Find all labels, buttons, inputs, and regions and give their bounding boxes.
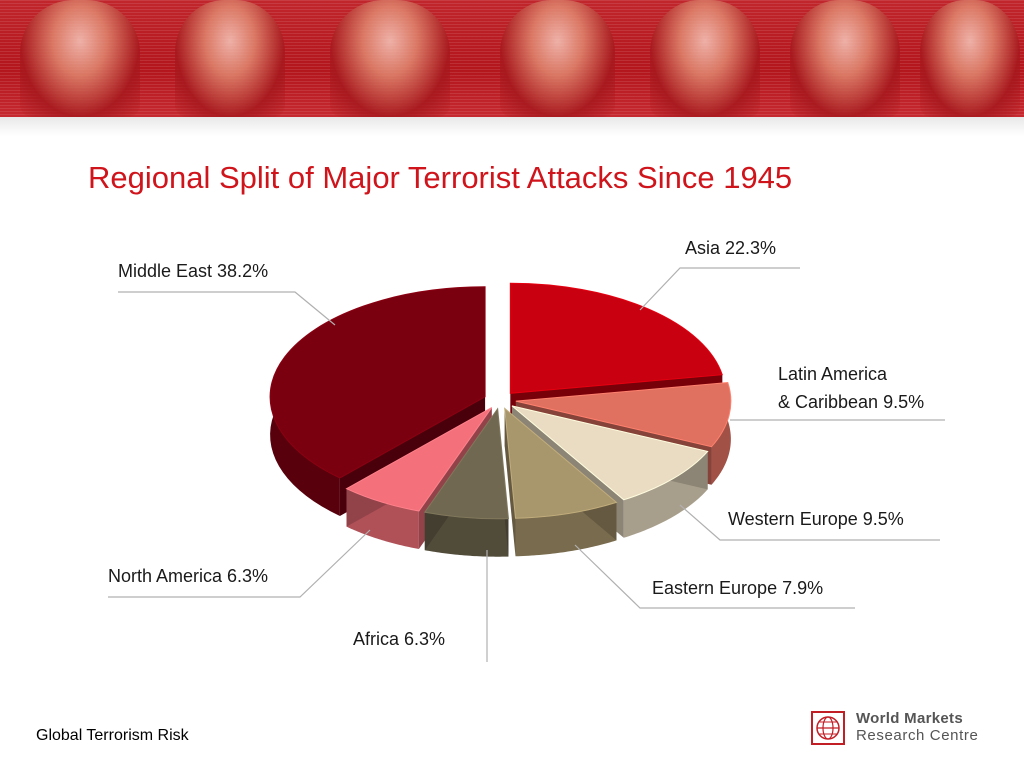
banner-photo-person-6 bbox=[790, 0, 900, 117]
leader-line-middle-east bbox=[118, 291, 336, 326]
company-logo: World Markets Research Centre bbox=[811, 710, 1011, 751]
header-banner bbox=[0, 0, 1024, 117]
pie-slice-top-latin-america-caribbean bbox=[515, 382, 732, 448]
leader-line-western-europe bbox=[679, 504, 940, 541]
pie-chart: Asia 22.3% Latin America & Caribbean 9.5% W… bbox=[108, 238, 945, 662]
slice-label-africa: Africa 6.3% bbox=[353, 629, 445, 649]
banner-photo-person-2 bbox=[175, 0, 285, 117]
leader-line-asia bbox=[639, 267, 800, 311]
slice-label-latin-america-caribbean-line2: & Caribbean 9.5% bbox=[778, 392, 924, 412]
pie-slice-side-africa bbox=[424, 512, 509, 557]
logo-name: World Markets bbox=[856, 710, 963, 727]
slice-labels: Asia 22.3% Latin America & Caribbean 9.5% W… bbox=[108, 238, 924, 649]
banner-photo-person-5 bbox=[650, 0, 760, 117]
slice-label-western-europe: Western Europe 9.5% bbox=[728, 509, 904, 529]
pie-slices bbox=[269, 282, 732, 557]
pie-slice-side-latin-america-caribbean bbox=[711, 382, 731, 485]
banner-photo-person-7 bbox=[920, 0, 1020, 117]
banner-divider bbox=[0, 117, 1024, 137]
slice-label-eastern-europe: Eastern Europe 7.9% bbox=[652, 578, 823, 598]
pie-slice-top-asia bbox=[509, 282, 723, 394]
slide-title: Regional Split of Major Terrorist Attack… bbox=[88, 160, 793, 195]
leader-line-eastern-europe bbox=[574, 544, 855, 609]
banner-photo-person-3 bbox=[330, 0, 450, 117]
footer-text: Global Terrorism Risk bbox=[36, 727, 189, 744]
pie-slice-top-eastern-europe bbox=[504, 407, 618, 519]
globe-icon-graphic bbox=[816, 716, 840, 740]
banner-photo-person-1 bbox=[20, 0, 140, 117]
slice-label-middle-east: Middle East 38.2% bbox=[118, 261, 268, 281]
logo-subtitle: Research Centre bbox=[856, 727, 979, 744]
globe-icon bbox=[811, 711, 845, 745]
pie-slice-edge-eastern-europe-1 bbox=[504, 408, 516, 557]
pie-slice-top-africa bbox=[423, 407, 509, 520]
pie-slice-top-western-europe bbox=[511, 405, 709, 501]
pie-slice-top-north-america bbox=[345, 407, 493, 512]
pie-slice-africa bbox=[423, 407, 509, 557]
slice-label-north-america: North America 6.3% bbox=[108, 566, 268, 586]
banner-photo-person-4 bbox=[500, 0, 615, 117]
leader-lines bbox=[108, 267, 945, 662]
slice-label-asia: Asia 22.3% bbox=[685, 238, 776, 258]
slice-label-latin-america-caribbean: Latin America bbox=[778, 364, 888, 384]
pie-slice-eastern-europe bbox=[504, 407, 618, 557]
leader-line-north-america bbox=[108, 529, 371, 598]
pie-slice-top-middle-east bbox=[269, 286, 486, 479]
